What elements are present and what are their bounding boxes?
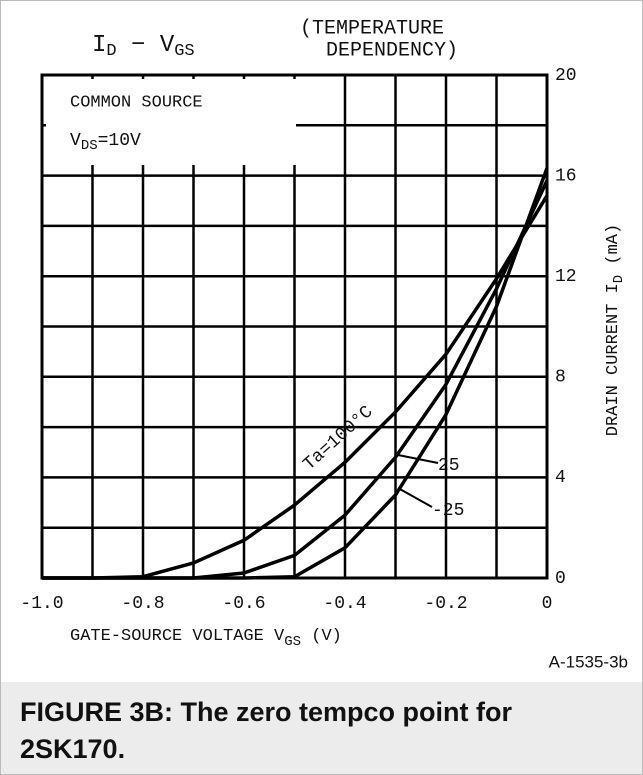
series-label: 25 xyxy=(438,456,460,476)
x-tick-label: -0.8 xyxy=(121,594,164,614)
title-part: D xyxy=(106,42,116,61)
annotation-part: DS xyxy=(81,138,98,154)
annotation: VDS=10V xyxy=(70,131,141,154)
x-tick-label: 0 xyxy=(542,594,553,614)
series-line xyxy=(42,167,549,580)
title: ID − VGS xyxy=(92,32,195,61)
y-label-part: DRAIN CURRENT I xyxy=(604,283,623,436)
caption: 2SK170. xyxy=(20,734,125,764)
y-tick-label: 8 xyxy=(555,368,566,388)
caption: FIGURE 3B: The zero tempco point for xyxy=(20,697,513,727)
y-tick-label: 4 xyxy=(555,468,566,488)
series-label: -25 xyxy=(432,501,464,521)
annotation-part: V xyxy=(70,131,81,151)
y-tick-label: 12 xyxy=(555,267,577,287)
x-label-part: GS xyxy=(284,634,301,650)
title-part: I xyxy=(92,32,106,59)
x-axis-label: GATE-SOURCE VOLTAGE VGS (V) xyxy=(70,627,342,649)
annotation-part: =10V xyxy=(98,131,141,151)
y-tick-label: 20 xyxy=(555,66,577,86)
leader-line xyxy=(397,487,433,508)
leader-line xyxy=(397,454,439,464)
caption-background xyxy=(0,682,643,775)
x-label-part: (V) xyxy=(301,627,342,646)
y-tick-label: 0 xyxy=(555,569,566,589)
y-tick-label: 16 xyxy=(555,166,577,186)
x-tick-label: -0.4 xyxy=(323,594,366,614)
x-tick-label: -0.2 xyxy=(424,594,467,614)
figure-id: A-1535-3b xyxy=(549,652,628,671)
x-tick-label: -1.0 xyxy=(20,594,63,614)
x-label-part: GATE-SOURCE VOLTAGE V xyxy=(70,627,285,646)
title-part: GS xyxy=(174,42,194,61)
y-axis-label: DRAIN CURRENT ID (mA) xyxy=(604,224,626,436)
label-box xyxy=(46,79,296,165)
title-right: DEPENDENCY) xyxy=(326,39,458,62)
annotation: COMMON SOURCE xyxy=(70,93,203,112)
x-tick-label: -0.6 xyxy=(222,594,265,614)
y-label-part: D xyxy=(611,275,627,283)
title-right: (TEMPERATURE xyxy=(300,17,444,40)
title-part: − V xyxy=(117,32,175,59)
y-label-part: (mA) xyxy=(604,224,623,275)
